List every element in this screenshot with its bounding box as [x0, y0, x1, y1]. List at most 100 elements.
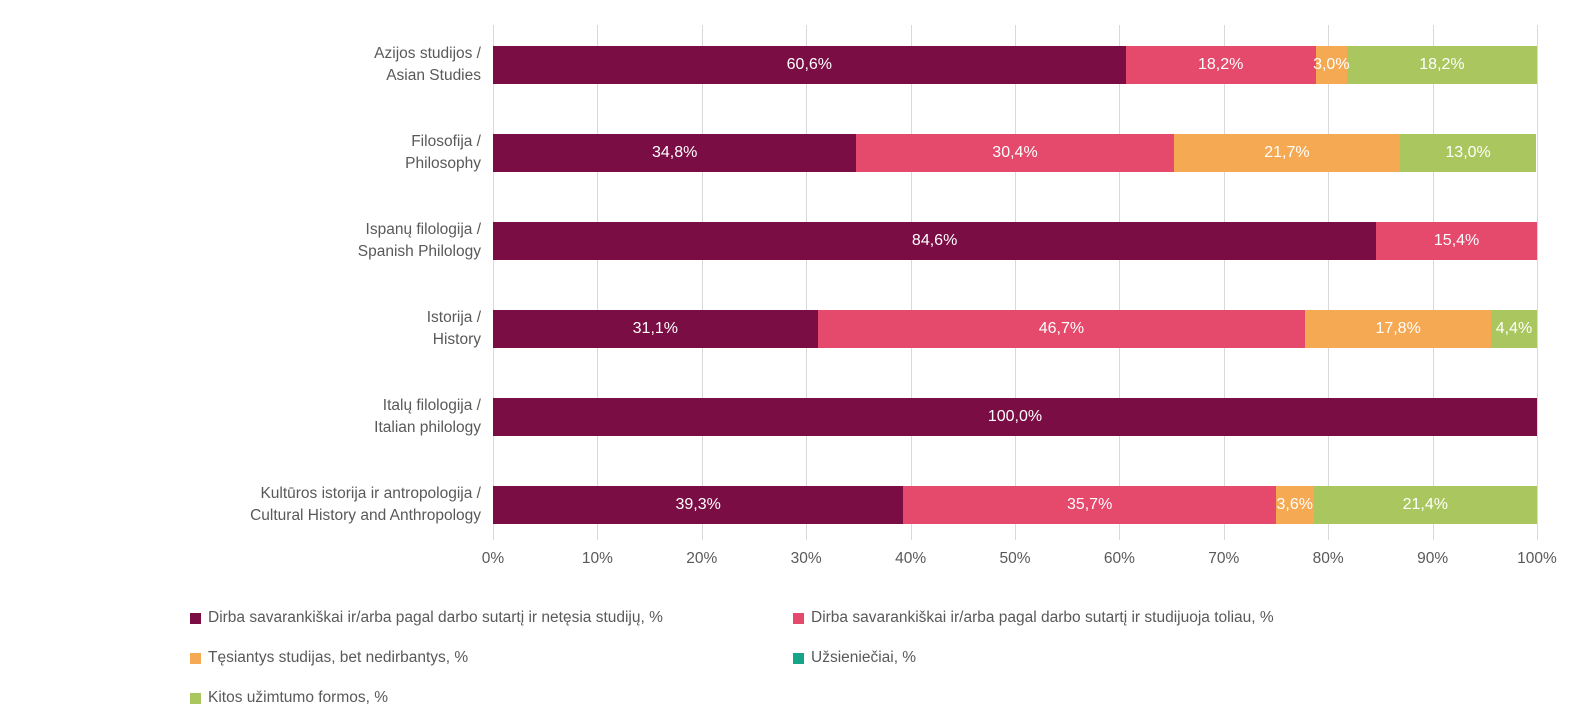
gridline [701, 25, 703, 540]
bar-segment-value-label: 3,6% [1276, 496, 1313, 513]
category-label-line: Ispanų filologija / [365, 221, 481, 238]
gridline [1119, 25, 1121, 540]
bar-segment-value-label: 18,2% [1197, 56, 1244, 73]
gridline [1537, 25, 1538, 540]
category-label-line: Spanish Philology [357, 243, 481, 260]
bar-segment: 15,4% [1376, 222, 1537, 260]
legend-item: Tęsiantys studijas, bet nedirbantys, % [190, 647, 468, 669]
bar-segment-value-label: 15,4% [1433, 232, 1480, 249]
bar-segment: 21,7% [1173, 134, 1401, 172]
bar-segment: 31,1% [493, 310, 818, 348]
bar-segment-value-label: 17,8% [1375, 320, 1421, 337]
gridline [806, 25, 808, 540]
x-axis-tick-label: 90% [1417, 550, 1449, 567]
gridline [910, 25, 912, 540]
category-label-line: Azijos studijos / [374, 45, 481, 62]
bar-segment: 3,6% [1275, 486, 1314, 524]
plot-area: 60,6% 18,2% 3,0% 18,2% 34,8% 30,4% 21,7% 13,0% 8… [493, 25, 1538, 540]
bar-segment: 4,4% [1491, 310, 1537, 348]
bar-segment: 34,8% [493, 134, 857, 172]
bar-segment: 13,0% [1400, 134, 1536, 172]
category-label: Filosofija / Philosophy [0, 131, 481, 175]
bar-row: 60,6% 18,2% 3,0% 18,2% [493, 46, 1537, 84]
bar-row: 39,3% 35,7% 3,6% 21,4% [493, 486, 1537, 524]
x-axis-tick-label: 30% [790, 550, 822, 567]
x-axis-tick-label: 50% [999, 550, 1031, 567]
bar-segment-value-label: 46,7% [1038, 320, 1085, 337]
bar-segment-value-label: 34,8% [651, 144, 698, 161]
category-label-line: Asian Studies [386, 67, 481, 84]
legend-item: Kitos užimtumo formos, % [190, 687, 388, 709]
category-label-line: Cultural History and Anthropology [250, 507, 481, 524]
bar-segment: 46,7% [817, 310, 1306, 348]
gridline [1328, 25, 1330, 540]
bar-segment: 18,2% [1125, 46, 1316, 84]
legend-item: Dirba savarankiškai ir/arba pagal darbo … [793, 607, 1274, 629]
bar-segment-value-label: 39,3% [675, 496, 721, 513]
legend-swatch [793, 652, 804, 664]
bar-segment-value-label: 4,4% [1495, 320, 1533, 337]
bar-row: 84,6% 15,4% [493, 222, 1537, 260]
bar-segment-value-label: 31,1% [632, 320, 679, 337]
gridline [597, 25, 599, 540]
bar-segment-value-label: 13,0% [1445, 144, 1491, 161]
gridline [493, 25, 494, 540]
bar-segment-value-label: 21,7% [1264, 144, 1310, 161]
category-label-line: History [432, 331, 481, 348]
x-axis-tick-label: 80% [1312, 550, 1344, 567]
category-label: Ispanų filologija / Spanish Philology [0, 219, 481, 263]
gridline [1015, 25, 1016, 540]
bar-segment-value-label: 35,7% [1066, 496, 1113, 513]
bar-segment-value-label: 30,4% [992, 144, 1038, 161]
category-label: Kultūros istorija ir antropologija / Cult… [0, 483, 481, 527]
bar-segment: 17,8% [1305, 310, 1492, 348]
category-label: Istorija / History [0, 307, 481, 351]
category-label-line: Italian philology [374, 419, 481, 436]
x-axis-tick-label: 100% [1517, 550, 1557, 567]
legend-swatch [190, 652, 201, 664]
bar-row: 31,1% 46,7% 17,8% 4,4% [493, 310, 1537, 348]
x-axis: 0% 10% 20% 30% 40% 50% 60% 70% 80% 90% 100% [482, 550, 1557, 570]
legend-item: Užsieniečiai, % [793, 647, 916, 669]
legend-swatch [190, 692, 201, 704]
x-axis-tick-label: 70% [1208, 550, 1240, 567]
category-label-line: Filosofija / [411, 133, 481, 150]
bar-segment: 100,0% [493, 398, 1537, 436]
gridline [1432, 25, 1434, 540]
bar-segment: 35,7% [903, 486, 1276, 524]
bar-row: 100,0% [493, 398, 1537, 436]
bar-segment-value-label: 18,2% [1419, 56, 1465, 73]
bar-segment-value-label: 84,6% [911, 232, 958, 249]
category-label-line: Kultūros istorija ir antropologija / [260, 485, 481, 502]
bar-segment: 84,6% [493, 222, 1377, 260]
legend-label: Kitos užimtumo formos, % [208, 689, 389, 706]
x-axis-tick-label: 10% [581, 550, 613, 567]
bar-segment-value-label: 3,0% [1313, 56, 1350, 73]
bar-segment: 21,4% [1313, 486, 1537, 524]
legend-swatch [190, 612, 201, 624]
x-axis-tick-label: 40% [895, 550, 927, 567]
legend-swatch [793, 612, 804, 624]
category-label-line: Philosophy [405, 155, 481, 172]
bar-segment: 18,2% [1346, 46, 1537, 84]
category-label-line: Istorija / [426, 309, 481, 326]
bar-segment: 3,0% [1313, 46, 1350, 84]
bar-segment: 39,3% [493, 486, 904, 524]
bar-segment: 60,6% [493, 46, 1126, 84]
legend-label: Užsieniečiai, % [811, 649, 917, 666]
category-label: Azijos studijos / Asian Studies [0, 43, 481, 87]
bar-segment: 30,4% [856, 134, 1174, 172]
x-axis-tick-label: 0% [481, 550, 505, 567]
bar-segment-value-label: 60,6% [786, 56, 833, 73]
legend-item: Dirba savarankiškai ir/arba pagal darbo … [190, 607, 663, 629]
x-axis-tick-label: 20% [686, 550, 718, 567]
x-axis-tick-label: 60% [1103, 550, 1135, 567]
gridline [1223, 25, 1225, 540]
category-label-line: Italų filologija / [382, 397, 481, 414]
legend-label: Dirba savarankiškai ir/arba pagal darbo … [811, 609, 1274, 626]
bar-row: 34,8% 30,4% 21,7% 13,0% [493, 134, 1537, 172]
category-label: Italų filologija / Italian philology [0, 395, 481, 439]
bar-segment-value-label: 21,4% [1402, 496, 1448, 513]
bar-segment-value-label: 100,0% [987, 408, 1043, 425]
